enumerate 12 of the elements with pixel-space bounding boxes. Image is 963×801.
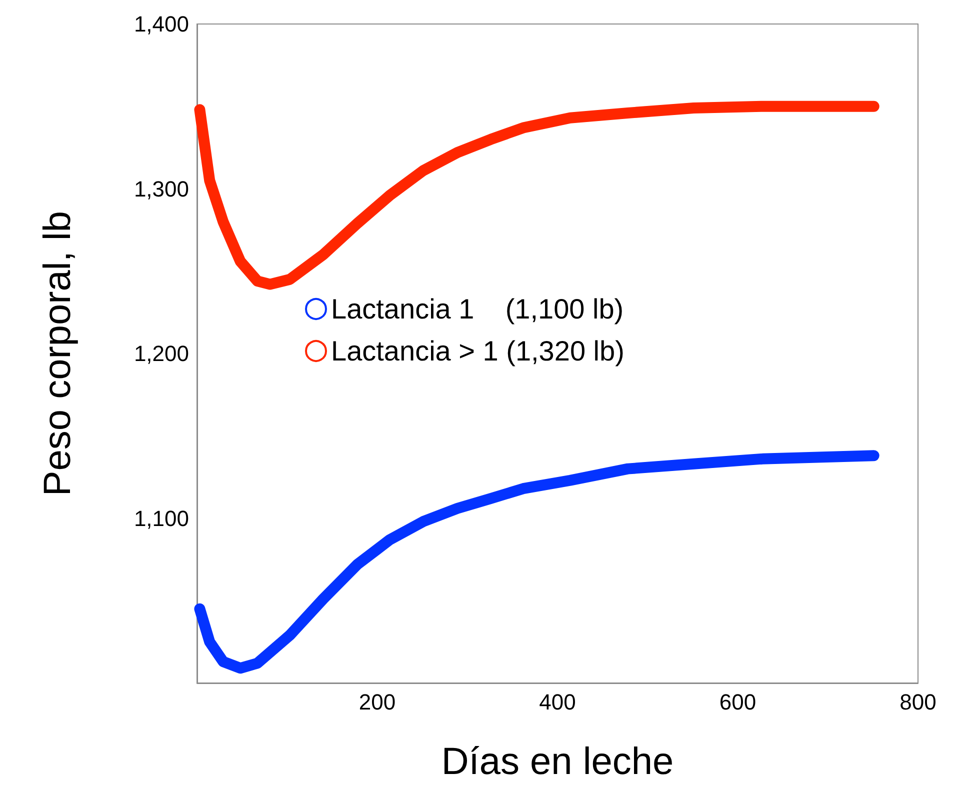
legend-label: Lactancia > 1 (1,320 lb) — [331, 336, 624, 366]
y-tick-label: 1,300 — [134, 176, 189, 202]
y-tick-label: 1,200 — [134, 341, 189, 366]
x-tick-label: 600 — [719, 690, 756, 714]
x-tick-label: 800 — [900, 690, 936, 714]
y-tick-label: 1,100 — [134, 506, 189, 531]
x-tick-label: 400 — [539, 690, 576, 714]
legend-label: Lactancia 1 (1,100 lb) — [331, 294, 624, 324]
y-axis-title: Peso corporal, lb — [37, 210, 79, 496]
y-tick-label: 1,400 — [134, 12, 189, 36]
x-tick-label: 200 — [358, 690, 396, 714]
x-axis-title: Días en leche — [441, 741, 674, 783]
